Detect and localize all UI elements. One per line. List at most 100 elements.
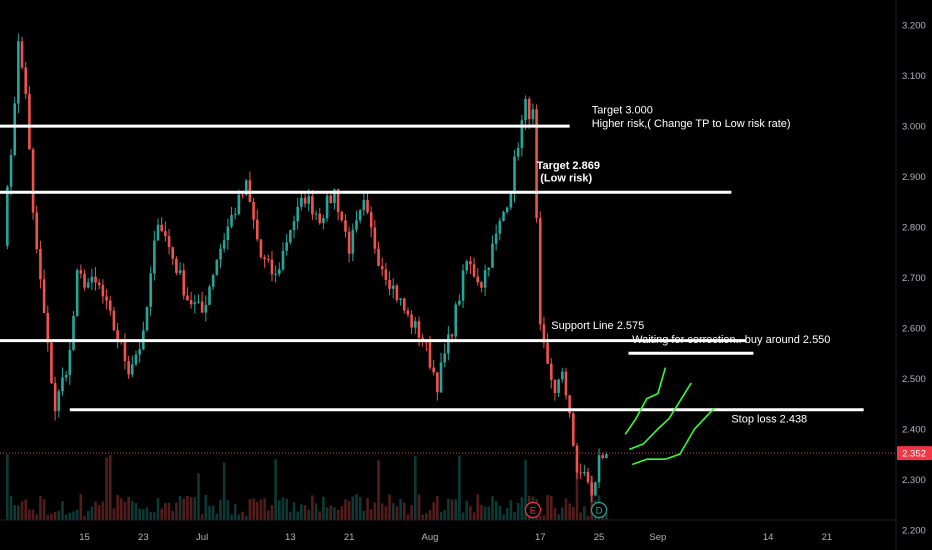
candle-body xyxy=(586,471,590,483)
candle-body xyxy=(153,240,156,274)
candle-body xyxy=(300,197,303,207)
candle-body xyxy=(362,200,366,211)
volume-bar xyxy=(46,515,50,520)
candle xyxy=(266,254,270,263)
candle-body xyxy=(524,99,527,121)
candle xyxy=(50,341,53,385)
candle-body xyxy=(450,334,454,337)
volume-bar xyxy=(494,500,498,520)
earnings-marker[interactable]: E xyxy=(524,501,541,519)
price-tick-label: 2.800 xyxy=(902,223,926,234)
candle xyxy=(524,95,527,131)
candle xyxy=(86,278,90,289)
volume-bar xyxy=(388,494,391,520)
candle xyxy=(480,281,483,293)
candle xyxy=(116,323,119,349)
candle-body xyxy=(491,243,494,268)
candle xyxy=(355,210,358,233)
candle xyxy=(322,214,325,230)
candle xyxy=(167,228,171,255)
candle xyxy=(498,217,502,241)
candle xyxy=(68,341,72,385)
candle xyxy=(61,367,64,396)
volume-bar xyxy=(311,495,314,520)
candle-body xyxy=(380,265,384,270)
candle xyxy=(391,278,395,299)
candle xyxy=(42,269,46,314)
price-tick-label: 3.000 xyxy=(902,122,926,133)
candle-body xyxy=(138,349,141,355)
volume-bar xyxy=(399,498,402,520)
price-axis[interactable]: 3.200 3.100 3.000 2.900 2.800 2.700 2.600 2.500… xyxy=(902,21,926,537)
candle-body xyxy=(200,301,204,313)
volume-bar xyxy=(402,502,406,520)
volume-bar xyxy=(303,505,307,520)
candle xyxy=(369,206,373,238)
candle xyxy=(572,412,575,447)
volume-bar xyxy=(39,495,42,520)
projection-curve xyxy=(629,382,692,450)
candle-body xyxy=(564,371,568,396)
candle xyxy=(6,184,9,250)
candle xyxy=(263,254,266,268)
candle xyxy=(193,295,197,314)
candle xyxy=(189,291,193,309)
candle xyxy=(259,239,263,259)
volume-bar xyxy=(237,514,241,520)
volume-bar xyxy=(358,497,362,520)
volume-bar xyxy=(230,514,233,520)
candle xyxy=(186,287,189,302)
volume-bar xyxy=(509,500,513,520)
volume-bar xyxy=(219,499,222,520)
candle-body xyxy=(75,270,79,316)
volume-bar xyxy=(450,499,454,520)
volume-bar xyxy=(373,502,377,520)
candle-body xyxy=(329,195,333,203)
candle xyxy=(487,267,491,277)
candle-body xyxy=(322,218,325,224)
volume-bar xyxy=(94,501,97,520)
volume-bar xyxy=(175,502,178,520)
candle xyxy=(586,467,590,485)
candle xyxy=(579,463,582,479)
volume-bar xyxy=(31,509,35,520)
volume-bar xyxy=(417,494,421,520)
volume-bar xyxy=(498,505,502,520)
candle xyxy=(443,343,446,368)
volume-bar xyxy=(553,508,557,520)
volume-bar xyxy=(292,502,296,520)
dividend-marker[interactable]: D xyxy=(590,501,608,519)
price-tick-label: 2.400 xyxy=(902,424,926,435)
candle-body xyxy=(428,342,432,368)
candle-body xyxy=(255,219,259,240)
candle xyxy=(160,217,164,233)
candle-body xyxy=(333,189,336,203)
candle-body xyxy=(373,227,377,249)
candle-body xyxy=(314,213,318,215)
candle xyxy=(28,86,31,150)
price-tick-label: 2.300 xyxy=(902,475,926,486)
candle xyxy=(546,333,549,364)
candle-body xyxy=(134,354,138,365)
candle-body xyxy=(266,259,270,261)
candle-body xyxy=(594,482,597,496)
candle xyxy=(553,379,557,401)
candle xyxy=(237,189,241,216)
candle-body xyxy=(590,482,593,496)
volume-bar xyxy=(377,460,380,520)
price-levels[interactable] xyxy=(0,124,864,412)
volume-bar xyxy=(252,498,255,520)
volume-bar xyxy=(289,511,292,520)
candle-body xyxy=(388,279,391,289)
time-axis[interactable]: 15 23 Jul 13 21 Aug 17 25 Sep 14 21 xyxy=(79,532,832,543)
candle-body xyxy=(167,236,171,248)
candle-body xyxy=(6,186,9,246)
candle xyxy=(101,279,105,304)
time-tick-label: 14 xyxy=(763,532,774,543)
candle xyxy=(134,350,138,367)
candle-body xyxy=(20,41,24,68)
candle xyxy=(549,358,553,389)
candle xyxy=(594,481,597,497)
